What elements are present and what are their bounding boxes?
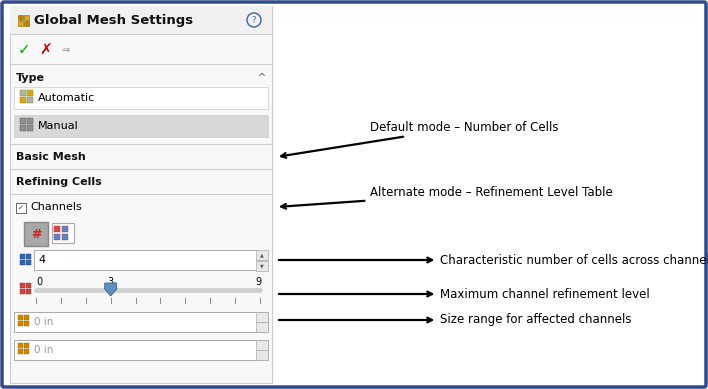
Bar — [20, 283, 25, 288]
Bar — [18, 321, 23, 326]
Bar — [256, 312, 268, 322]
Bar — [27, 90, 33, 96]
Bar — [14, 87, 268, 109]
Text: Maximum channel refinement level: Maximum channel refinement level — [279, 287, 650, 300]
Text: 0 in: 0 in — [34, 317, 53, 327]
Bar — [10, 6, 272, 34]
Bar — [52, 223, 74, 243]
Text: Global Mesh Settings: Global Mesh Settings — [34, 14, 193, 26]
Bar — [24, 222, 48, 246]
Bar — [14, 312, 268, 332]
Bar — [20, 260, 25, 265]
Text: 0 in: 0 in — [34, 345, 53, 355]
Text: Automatic: Automatic — [38, 93, 96, 103]
Bar — [18, 349, 23, 354]
Bar — [27, 97, 33, 103]
Text: Basic Mesh: Basic Mesh — [16, 152, 86, 162]
Text: ^: ^ — [258, 73, 266, 83]
Text: Manual: Manual — [38, 121, 79, 131]
Bar — [24, 21, 29, 26]
Text: ?: ? — [252, 16, 256, 25]
Bar — [20, 254, 25, 259]
Bar — [16, 203, 26, 213]
Bar — [256, 261, 268, 271]
Text: ✗: ✗ — [40, 42, 52, 58]
Bar — [20, 90, 26, 96]
Bar — [54, 226, 60, 232]
Text: Characteristic number of cells across channel: Characteristic number of cells across ch… — [279, 254, 708, 266]
Bar — [10, 6, 272, 383]
Bar — [18, 21, 23, 26]
Bar — [256, 350, 268, 360]
Bar — [18, 15, 23, 20]
Text: ✓: ✓ — [18, 205, 24, 211]
Bar — [24, 343, 29, 348]
Text: #: # — [30, 228, 41, 240]
Bar — [24, 349, 29, 354]
Text: Alternate mode – Refinement Level Table: Alternate mode – Refinement Level Table — [281, 186, 612, 209]
Bar — [62, 234, 68, 240]
Text: 3: 3 — [107, 277, 113, 287]
Bar — [256, 340, 268, 350]
Text: 9: 9 — [256, 277, 262, 287]
Text: Default mode – Number of Cells: Default mode – Number of Cells — [281, 121, 559, 158]
Bar — [256, 250, 268, 260]
Text: ▲: ▲ — [260, 252, 264, 258]
Bar — [24, 15, 29, 20]
Text: ▼: ▼ — [260, 263, 264, 268]
Bar — [14, 340, 268, 360]
Text: Size range for affected channels: Size range for affected channels — [279, 314, 632, 326]
Bar — [20, 97, 26, 103]
Bar — [54, 234, 60, 240]
Bar — [26, 254, 31, 259]
Bar — [20, 118, 26, 124]
Bar — [62, 226, 68, 232]
Bar — [14, 115, 268, 137]
Bar — [20, 125, 26, 131]
Bar — [20, 289, 25, 294]
Text: Refining Cells: Refining Cells — [16, 177, 102, 187]
Text: 4: 4 — [38, 255, 45, 265]
Text: ✓: ✓ — [18, 42, 30, 58]
Bar — [26, 260, 31, 265]
Bar — [18, 315, 23, 320]
Bar — [27, 125, 33, 131]
Bar — [24, 315, 29, 320]
Text: ⇒: ⇒ — [62, 45, 70, 55]
Text: Channels: Channels — [30, 202, 81, 212]
Polygon shape — [105, 283, 117, 296]
Text: Type: Type — [16, 73, 45, 83]
Bar — [27, 118, 33, 124]
Bar — [18, 343, 23, 348]
Text: 0: 0 — [36, 277, 42, 287]
Bar — [34, 250, 258, 270]
Bar — [24, 321, 29, 326]
Bar — [256, 322, 268, 332]
Bar — [26, 289, 31, 294]
Bar — [26, 283, 31, 288]
